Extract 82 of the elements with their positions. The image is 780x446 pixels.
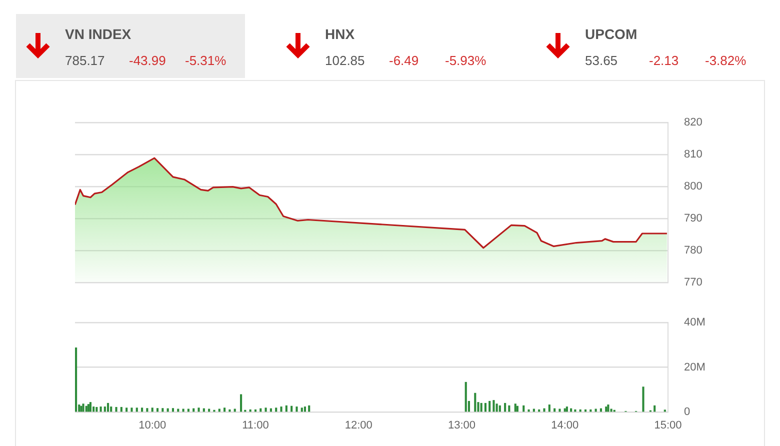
bar	[516, 406, 518, 412]
category-label: UPCOM	[585, 26, 638, 42]
bar	[240, 394, 242, 412]
bar	[492, 400, 495, 412]
bar	[80, 406, 82, 412]
bar	[120, 406, 122, 412]
y-tick-label: 810	[684, 148, 702, 161]
y-tick-label: 790	[684, 212, 702, 225]
y-tick-label: 770	[684, 276, 702, 288]
bar	[304, 406, 306, 412]
bar	[504, 402, 506, 412]
data-label: 785.17	[65, 53, 105, 68]
bar	[605, 406, 608, 412]
bar	[480, 402, 482, 412]
bar	[87, 404, 90, 412]
bar	[75, 348, 78, 412]
bar	[496, 404, 498, 412]
y-tick-label: 0	[684, 406, 690, 418]
x-tick-label: 15:00	[654, 420, 682, 432]
data-label: 53.65	[585, 53, 618, 68]
bar	[514, 404, 516, 412]
bar	[654, 405, 656, 412]
y-tick-label: 780	[684, 244, 702, 256]
bar	[548, 404, 550, 412]
data-label: -3.82%	[705, 53, 746, 68]
bar	[484, 402, 486, 412]
bar	[642, 386, 644, 412]
data-label: 102.85	[325, 53, 365, 68]
data-label: -5.31%	[185, 53, 226, 68]
bar	[110, 406, 112, 412]
bar	[126, 408, 128, 412]
category-label: VN INDEX	[65, 26, 132, 42]
bar	[96, 406, 98, 412]
bar	[172, 408, 174, 412]
bar	[474, 392, 476, 412]
bar	[280, 406, 282, 412]
bar	[141, 408, 144, 412]
bar	[610, 408, 612, 412]
bar	[162, 408, 164, 412]
bar	[498, 405, 501, 412]
bar	[104, 406, 106, 412]
bar	[308, 405, 310, 412]
category-label: HNX	[325, 26, 355, 42]
x-tick-label: 10:00	[138, 420, 166, 432]
data-label: -43.99	[129, 53, 166, 68]
bar	[151, 408, 154, 412]
bar	[198, 408, 200, 412]
x-tick-label: 12:00	[344, 420, 372, 432]
data-label: -5.93%	[445, 53, 486, 68]
bar	[146, 408, 148, 412]
bar	[156, 408, 159, 412]
x-tick-label: 14:00	[551, 420, 579, 432]
bar	[522, 405, 525, 412]
bar	[296, 406, 298, 412]
data-label: -6.49	[389, 53, 419, 68]
bar	[275, 408, 278, 412]
bar	[464, 382, 467, 412]
bar	[89, 402, 92, 412]
y-tick-label: 40M	[684, 316, 706, 329]
bar	[224, 408, 226, 412]
y-tick-label: 20M	[684, 361, 706, 374]
bar	[300, 408, 303, 412]
bar	[290, 406, 293, 412]
data-label: -2.13	[649, 53, 679, 68]
bar	[115, 406, 118, 412]
x-tick-label: 11:00	[242, 420, 269, 432]
bar	[136, 408, 138, 412]
bar	[607, 404, 610, 412]
x-tick-label: 13:00	[448, 420, 476, 432]
bar	[543, 408, 546, 412]
bar	[100, 406, 102, 412]
bar	[82, 404, 84, 412]
bar	[285, 405, 288, 412]
y-tick-label: 820	[684, 116, 702, 129]
y-tick-label: 800	[684, 180, 702, 193]
bar	[264, 408, 267, 412]
bar	[528, 409, 530, 412]
bar	[508, 405, 510, 412]
bar	[85, 406, 88, 412]
bar	[488, 400, 491, 412]
bar	[130, 408, 133, 412]
bar	[106, 402, 110, 412]
